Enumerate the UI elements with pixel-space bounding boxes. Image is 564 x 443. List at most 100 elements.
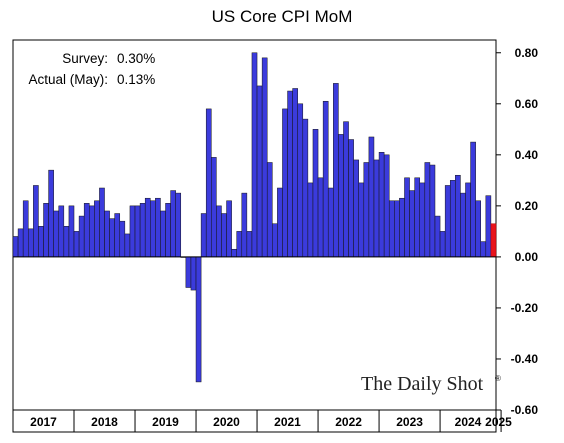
- x-tick-label: 2024: [455, 415, 482, 429]
- bar: [490, 223, 497, 258]
- bar: [241, 192, 248, 258]
- bar: [302, 118, 309, 258]
- bar: [231, 248, 237, 258]
- x-tick-label: 2019: [152, 415, 179, 429]
- x-tick-label: 2020: [213, 415, 240, 429]
- bar: [383, 154, 390, 258]
- bar: [134, 205, 141, 258]
- bar: [43, 203, 49, 258]
- bar: [338, 134, 344, 258]
- bar: [104, 210, 110, 258]
- bar: [139, 203, 146, 258]
- x-tick-label: 2022: [335, 415, 362, 429]
- bar: [485, 195, 492, 258]
- y-axis: 0.80 0.60 0.40 0.20 0.00 -0.20 -0.40 -0.60: [496, 46, 538, 417]
- bar: [434, 215, 441, 258]
- bar: [68, 205, 75, 258]
- bar: [287, 90, 293, 258]
- bar: [195, 256, 202, 383]
- bar: [28, 228, 34, 258]
- bar: [150, 200, 156, 258]
- bar: [12, 236, 19, 258]
- bar: [94, 200, 100, 258]
- bar: [185, 256, 192, 288]
- bar: [307, 182, 314, 258]
- bar: [58, 205, 65, 258]
- bar: [200, 213, 207, 258]
- x-tick-label: 2021: [274, 415, 301, 429]
- bar: [33, 185, 39, 258]
- bar: [282, 108, 288, 258]
- bar: [251, 52, 258, 258]
- bar: [155, 197, 161, 258]
- bar: [277, 187, 283, 258]
- bar: [190, 256, 197, 291]
- bar: [261, 57, 268, 258]
- bar: [17, 228, 24, 258]
- bar: [424, 162, 431, 258]
- bar: [465, 182, 471, 258]
- bar: [89, 205, 95, 258]
- watermark-logo: The Daily Shot ®: [361, 373, 501, 395]
- bar: [312, 129, 319, 258]
- bar: [119, 220, 126, 258]
- bar: [144, 197, 151, 258]
- bar: [114, 213, 121, 258]
- bar: [246, 231, 253, 258]
- bar: [333, 83, 339, 258]
- actual-label: Actual (May):: [28, 72, 108, 87]
- registered-mark: ®: [495, 374, 501, 383]
- y-tick-label: 0.20: [515, 199, 539, 213]
- bar: [205, 108, 212, 258]
- bar: [83, 203, 90, 258]
- bar: [439, 231, 446, 258]
- x-tick-label: 2023: [396, 415, 423, 429]
- bar: [394, 200, 400, 258]
- bar: [470, 141, 476, 258]
- y-tick-label: 0.40: [515, 148, 539, 162]
- bar: [444, 185, 451, 258]
- bar-series: [12, 52, 497, 383]
- bar: [129, 205, 136, 258]
- bar: [256, 85, 263, 258]
- bar: [175, 192, 182, 258]
- survey-value: 0.30%: [117, 51, 155, 66]
- bar: [211, 157, 217, 258]
- bar: [22, 200, 29, 258]
- bar: [170, 190, 176, 258]
- bar: [353, 159, 359, 258]
- bar: [460, 192, 466, 258]
- bar: [358, 182, 365, 258]
- y-tick-label: 0.00: [515, 250, 539, 264]
- bar: [409, 190, 415, 258]
- bar: [363, 162, 370, 258]
- bar: [221, 213, 227, 258]
- bar: [48, 169, 54, 258]
- bar: [419, 182, 426, 258]
- x-tick-label: 2018: [91, 415, 118, 429]
- chart-title: US Core CPI MoM: [212, 7, 353, 26]
- bar: [322, 100, 329, 258]
- bar: [78, 215, 85, 258]
- bar: [160, 210, 166, 258]
- bar: [165, 203, 171, 258]
- y-tick-label: 0.60: [515, 97, 539, 111]
- bar: [216, 205, 222, 258]
- bar: [236, 231, 243, 258]
- y-tick-label: 0.80: [515, 46, 539, 60]
- bar: [399, 197, 405, 258]
- bar: [99, 187, 105, 258]
- bar: [317, 177, 324, 258]
- bar: [124, 233, 131, 258]
- bar: [368, 136, 375, 258]
- bar: [266, 162, 273, 258]
- bar: [388, 200, 395, 258]
- bar: [226, 200, 232, 258]
- x-axis: 2017 2018 2019 2020 2021 2022 2023 2024 2025: [30, 410, 512, 432]
- bar: [378, 152, 385, 258]
- x-tick-label: 2025: [485, 415, 512, 429]
- bar: [373, 159, 380, 258]
- bar: [73, 231, 80, 258]
